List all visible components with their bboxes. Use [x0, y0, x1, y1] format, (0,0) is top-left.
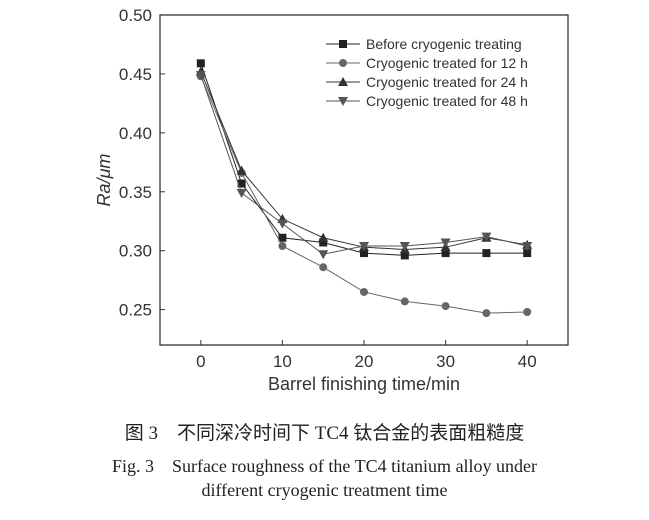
legend-marker — [338, 97, 348, 106]
x-tick-label: 0 — [196, 352, 205, 371]
caption-english-line1: Fig. 3 Surface roughness of the TC4 tita… — [111, 456, 538, 476]
legend-label: Cryogenic treated for 12 h — [366, 55, 528, 71]
x-tick-label: 40 — [518, 352, 537, 371]
data-point — [400, 297, 409, 306]
data-point — [441, 249, 450, 258]
caption-english-line2: different cryogenic treatment time — [201, 480, 448, 500]
series-3: Cryogenic treated for 48 h — [195, 71, 533, 260]
data-point — [319, 263, 328, 272]
data-point — [318, 232, 329, 242]
data-point — [360, 249, 368, 258]
x-tick-label: 10 — [273, 352, 292, 371]
legend-marker — [339, 59, 347, 67]
data-point — [319, 238, 328, 247]
x-tick-label: 30 — [436, 352, 455, 371]
data-point — [237, 179, 246, 188]
legend-marker — [338, 77, 348, 86]
y-tick-label: 0.45 — [119, 65, 152, 84]
data-point — [236, 188, 247, 198]
data-point — [522, 242, 533, 251]
data-point — [236, 165, 247, 175]
data-point — [196, 59, 205, 68]
data-point — [440, 238, 451, 248]
data-point — [195, 71, 206, 81]
legend-label: Cryogenic treated for 24 h — [366, 74, 528, 90]
data-point — [481, 232, 492, 242]
data-point — [523, 308, 532, 316]
data-point — [523, 249, 532, 258]
data-point — [482, 249, 491, 258]
y-axis-label: Ra/μm — [94, 154, 114, 207]
caption-chinese: 图 3 不同深冷时间下 TC4 钛合金的表面粗糙度 — [124, 423, 525, 444]
y-tick-label: 0.50 — [119, 6, 152, 25]
data-point — [359, 242, 369, 251]
data-point — [360, 287, 368, 296]
series-0: Before cryogenic treating — [196, 36, 532, 260]
data-point — [318, 250, 329, 260]
line-chart: 0.25 0.30 0.35 0.40 0.45 0.50 0 10 20 30 40 Barrel … — [94, 6, 569, 394]
x-tick-label: 20 — [355, 352, 374, 371]
data-point — [482, 309, 491, 318]
data-point — [278, 242, 287, 250]
x-axis-label: Barrel finishing time/min — [268, 374, 460, 394]
data-point — [400, 251, 409, 260]
data-point — [278, 233, 287, 242]
y-tick-label: 0.25 — [119, 301, 152, 320]
data-point — [441, 302, 450, 311]
y-tick-label: 0.35 — [119, 183, 152, 202]
data-point — [277, 219, 288, 229]
legend-label: Cryogenic treated for 48 h — [366, 93, 528, 109]
data-point — [399, 242, 410, 251]
legend-label: Before cryogenic treating — [366, 36, 522, 52]
y-tick-label: 0.30 — [119, 242, 152, 261]
y-tick-label: 0.40 — [119, 124, 152, 143]
legend-marker — [339, 40, 347, 48]
